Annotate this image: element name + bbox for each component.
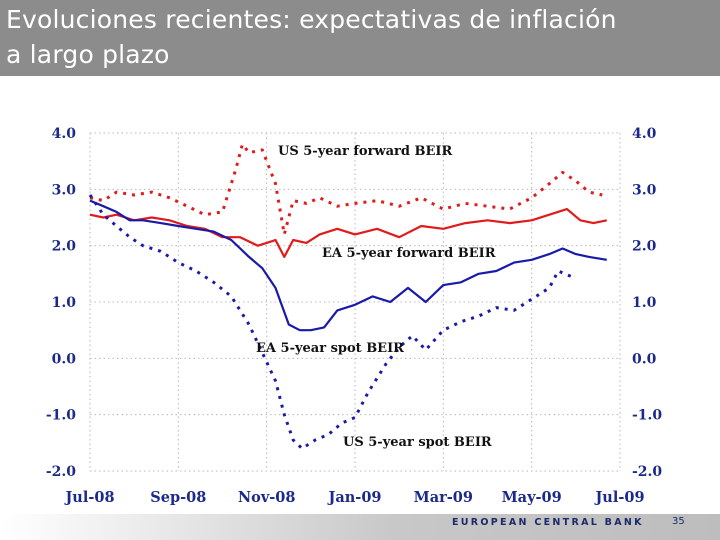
title-bar xyxy=(0,0,720,76)
y-tick-label-right: 1.0 xyxy=(632,295,657,311)
x-axis: Jul-08 Sep-08 Nov-08 Jan-09 Mar-09 May-09 Jul-… xyxy=(63,489,644,506)
x-tick-label: Sep-08 xyxy=(150,489,206,506)
y-axis-left: 4.0 3.0 2.0 1.0 0.0 -1.0 -2.0 xyxy=(46,126,76,480)
footer-bar xyxy=(0,514,720,540)
slide-title-line-1: Evoluciones recientes: expectativas de i… xyxy=(6,5,617,34)
annotation-label: US 5-year spot BEIR xyxy=(343,435,492,450)
page-number: 35 xyxy=(672,516,685,527)
series-line-ea-5-year-forward-beir xyxy=(89,208,608,258)
y-tick-label-right: 4.0 xyxy=(632,126,657,142)
y-axis-right: 4.0 3.0 2.0 1.0 0.0 -1.0 -2.0 xyxy=(632,126,662,480)
y-tick-label-left: 0.0 xyxy=(52,351,77,367)
y-tick-label-left: 4.0 xyxy=(52,126,77,142)
series-line-us-5-year-spot-beir xyxy=(88,194,572,450)
x-tick-label: Jul-09 xyxy=(593,489,644,506)
annotation-label: EA 5-year forward BEIR xyxy=(322,246,496,261)
y-tick-label-right: 0.0 xyxy=(632,351,657,367)
annotations: US 5-year forward BEIR EA 5-year forward … xyxy=(256,144,496,450)
y-tick-label-left: 2.0 xyxy=(52,239,77,255)
y-tick-label-left: -2.0 xyxy=(46,464,76,480)
y-tick-label-right: 2.0 xyxy=(632,239,657,255)
y-tick-label-right: -1.0 xyxy=(632,408,662,424)
x-tick-label: Jan-09 xyxy=(327,489,382,506)
y-tick-label-right: -2.0 xyxy=(632,464,662,480)
ecb-brand-text: EUROPEAN CENTRAL BANK xyxy=(452,517,644,528)
y-tick-label-left: 1.0 xyxy=(52,295,77,311)
x-tick-label: May-09 xyxy=(502,489,562,506)
annotation-label: EA 5-year spot BEIR xyxy=(256,341,404,356)
x-tick-label: Mar-09 xyxy=(414,489,473,506)
series-layer xyxy=(88,142,608,450)
series-line-us-5-year-forward-beir xyxy=(89,142,603,236)
x-tick-label: Nov-08 xyxy=(238,489,296,506)
annotation-label: US 5-year forward BEIR xyxy=(278,144,452,159)
slide-title-line-2: a largo plazo xyxy=(6,40,170,69)
x-tick-label: Jul-08 xyxy=(63,489,114,506)
series-line-ea-5-year-spot-beir xyxy=(89,199,607,332)
y-tick-label-left: -1.0 xyxy=(46,408,76,424)
y-tick-label-right: 3.0 xyxy=(632,182,657,198)
gridlines xyxy=(89,132,621,472)
beir-line-chart: 4.0 3.0 2.0 1.0 0.0 -1.0 -2.0 4.0 3.0 2.0 1.0 0.0 -… xyxy=(46,126,663,506)
y-tick-label-left: 3.0 xyxy=(52,182,77,198)
